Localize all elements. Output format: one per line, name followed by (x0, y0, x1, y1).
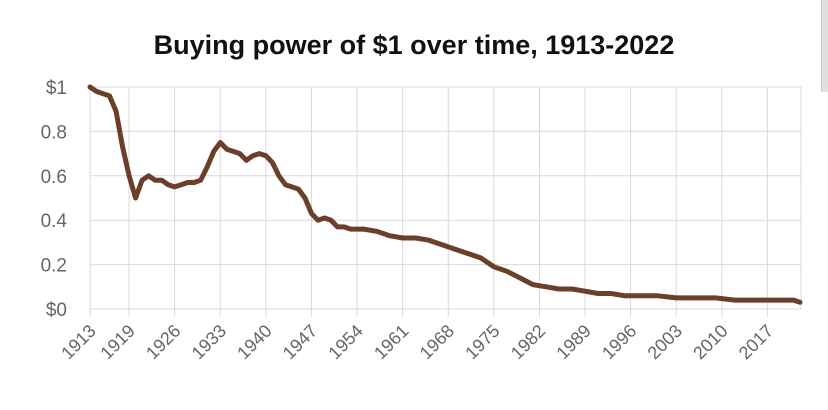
x-tick-label: 1961 (370, 321, 412, 363)
x-tick-label: 1975 (461, 321, 503, 363)
x-tick-label: 1989 (552, 321, 594, 363)
series-line (87, 84, 803, 305)
x-tick-label: 1996 (598, 321, 640, 363)
x-tick-label: 1940 (233, 321, 275, 363)
x-tick-label: 2003 (644, 321, 686, 363)
x-tick-label: 1926 (142, 321, 184, 363)
x-tick-label: 1913 (57, 321, 99, 363)
y-tick-label: 0.2 (41, 256, 67, 277)
x-tick-label: 1954 (324, 321, 366, 363)
series-lines (87, 84, 803, 305)
y-tick-label: 0.6 (41, 167, 67, 188)
y-tick-label: 0.4 (41, 211, 68, 232)
scrollbar-edge[interactable] (821, 0, 828, 92)
y-axis-ticks: $1 0.8 0.6 0.4 0.2 $0 (41, 78, 68, 321)
chart-title: Buying power of $1 over time, 1913-2022 (153, 30, 675, 60)
grid-lines (89, 86, 802, 317)
x-tick-label: 1947 (279, 321, 321, 363)
x-tick-label: 2017 (735, 321, 777, 363)
x-tick-label: 1968 (416, 321, 458, 363)
y-tick-label: 0.8 (41, 122, 67, 143)
x-tick-label: 2010 (689, 321, 731, 363)
x-tick-label: 1919 (96, 321, 138, 363)
y-tick-label: $1 (46, 78, 67, 99)
x-tick-label: 1933 (188, 321, 230, 363)
y-tick-label: $0 (46, 300, 67, 321)
x-tick-label: 1982 (507, 321, 549, 363)
